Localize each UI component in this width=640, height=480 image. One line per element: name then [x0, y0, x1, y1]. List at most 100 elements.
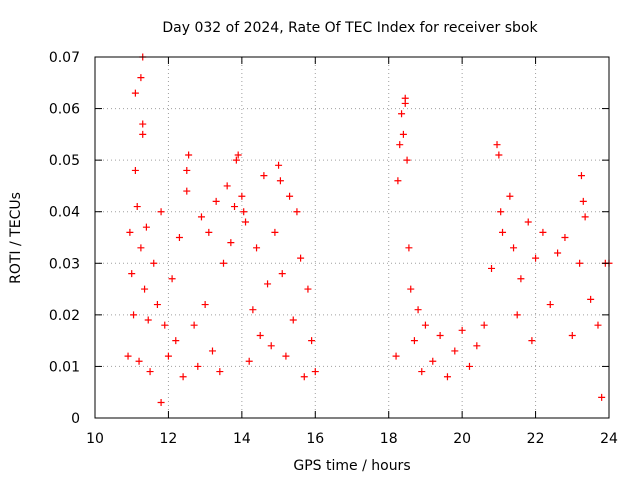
y-tick-label: 0.04: [49, 205, 80, 221]
data-point: [418, 368, 426, 376]
data-point: [260, 172, 268, 180]
x-tick-label: 20: [453, 431, 471, 447]
data-point: [528, 337, 536, 345]
data-point: [139, 130, 147, 138]
data-point: [407, 285, 415, 293]
data-point: [197, 213, 205, 221]
data-point: [256, 331, 264, 339]
y-tick-label: 0.05: [49, 153, 80, 169]
data-point: [587, 295, 595, 303]
data-point: [517, 275, 525, 283]
data-point: [212, 197, 220, 205]
data-point: [429, 357, 437, 365]
data-point: [546, 301, 554, 309]
grid: [95, 57, 609, 418]
data-point: [473, 342, 481, 350]
data-point: [532, 254, 540, 262]
data-point: [161, 321, 169, 329]
data-point: [581, 213, 589, 221]
data-point: [232, 156, 240, 164]
data-point: [183, 187, 191, 195]
x-tick-label: 10: [86, 431, 104, 447]
data-point: [399, 130, 407, 138]
data-point: [577, 172, 585, 180]
data-point: [242, 218, 250, 226]
data-point: [168, 275, 176, 283]
y-tick-label: 0.02: [49, 308, 80, 324]
data-point: [561, 234, 569, 241]
x-axis-label: GPS time / hours: [293, 458, 410, 474]
data-point: [293, 208, 301, 216]
y-tick-label: 0.07: [49, 50, 80, 66]
data-point: [231, 203, 239, 211]
data-point: [300, 373, 308, 381]
data-point: [276, 177, 284, 185]
data-point: [495, 151, 503, 159]
data-point: [264, 280, 272, 288]
data-point: [130, 311, 138, 319]
data-point: [524, 218, 532, 226]
data-points: [124, 53, 613, 407]
data-point: [245, 357, 253, 365]
data-point: [598, 393, 606, 401]
data-point: [220, 259, 227, 267]
data-point: [126, 228, 134, 236]
data-point: [576, 259, 584, 267]
data-point: [410, 337, 418, 345]
y-tick-label: 0: [71, 411, 80, 427]
data-point: [137, 244, 145, 252]
data-point: [451, 347, 459, 355]
data-point: [286, 192, 294, 200]
data-point: [183, 166, 191, 174]
data-point: [227, 239, 235, 247]
data-point: [234, 151, 242, 159]
data-point: [208, 347, 216, 355]
data-point: [175, 234, 183, 241]
x-tick-label: 24: [600, 431, 618, 447]
data-point: [223, 182, 231, 190]
data-point: [480, 321, 488, 329]
data-point: [157, 208, 165, 216]
data-point: [278, 270, 286, 278]
y-tick-label: 0.01: [49, 359, 80, 375]
data-point: [436, 331, 444, 339]
data-point: [137, 74, 145, 82]
data-point: [510, 244, 518, 252]
data-point: [443, 373, 451, 381]
data-point: [249, 306, 257, 314]
data-point: [201, 301, 209, 309]
data-point: [131, 166, 139, 174]
x-tick-label: 16: [306, 431, 324, 447]
data-point: [164, 352, 172, 360]
data-point: [240, 208, 248, 216]
data-point: [282, 352, 290, 360]
data-point: [297, 254, 305, 262]
x-tick-label: 12: [160, 431, 178, 447]
data-point: [190, 321, 198, 329]
data-point: [157, 399, 165, 407]
data-point: [144, 316, 152, 324]
data-point: [405, 244, 413, 252]
data-point: [139, 120, 147, 128]
data-point: [124, 352, 132, 360]
data-point: [185, 151, 193, 159]
data-point: [311, 368, 319, 376]
data-point: [488, 264, 496, 272]
data-point: [396, 141, 404, 149]
data-point: [172, 337, 180, 345]
data-point: [539, 228, 547, 236]
data-point: [146, 368, 154, 376]
data-point: [568, 331, 576, 339]
data-point: [238, 192, 246, 200]
data-point: [142, 223, 150, 231]
data-point: [497, 208, 505, 216]
data-point: [135, 357, 143, 365]
data-point: [554, 249, 562, 257]
x-tick-label: 18: [380, 431, 398, 447]
data-point: [304, 285, 312, 293]
data-point: [253, 244, 261, 252]
data-point: [194, 362, 202, 370]
data-point: [392, 352, 400, 360]
data-point: [308, 337, 316, 345]
